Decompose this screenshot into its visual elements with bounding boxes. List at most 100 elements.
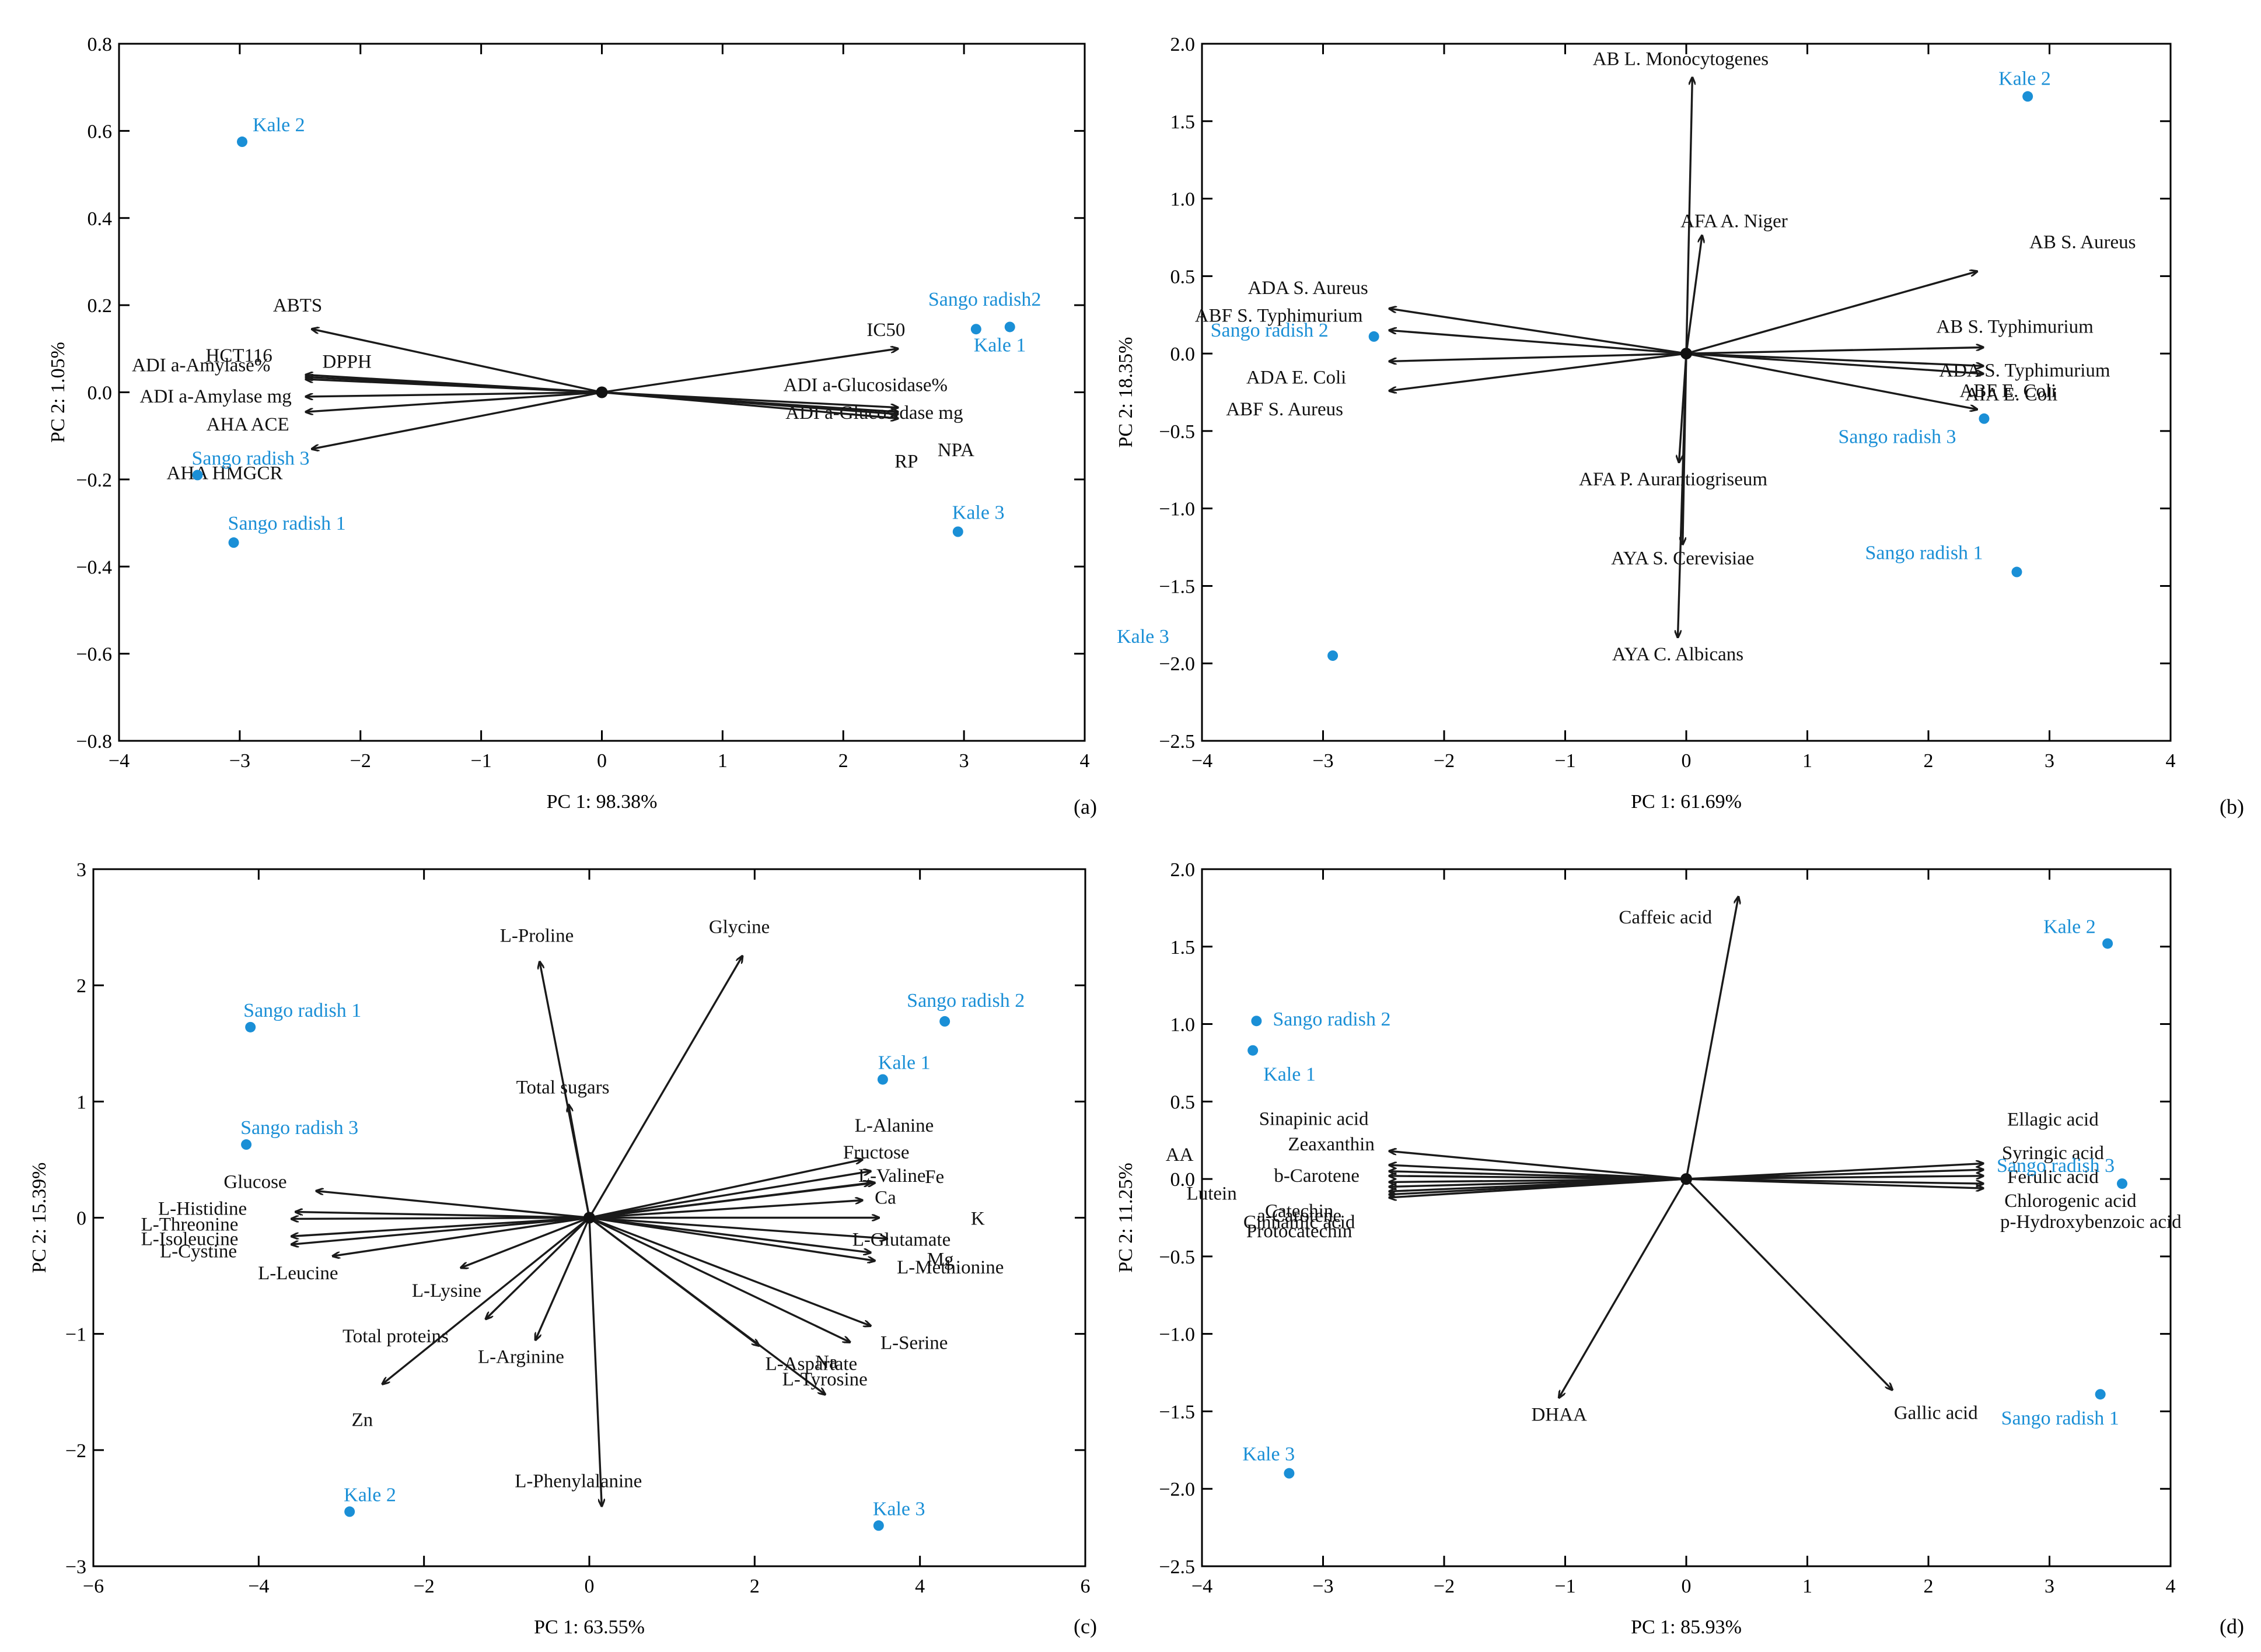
panel-b-x-tick-label: 3	[2045, 750, 2054, 772]
panel-c-y-tick-label: 3	[76, 859, 86, 881]
panel-a-score-point[interactable]	[228, 537, 239, 548]
panel-c-loading-label: L-Alanine	[855, 1115, 934, 1136]
panel-a-score-label: Sango radish2	[928, 289, 1042, 310]
panel-b-score-label: Kale 3	[1117, 626, 1169, 648]
panel-c-score-label: Sango radish 3	[240, 1117, 358, 1139]
panel-c-loading-arrow	[536, 1217, 590, 1340]
panel-d-score-point[interactable]	[1284, 1468, 1295, 1479]
panel-c-loading-label: Zn	[351, 1409, 373, 1430]
panel-a-x-tick-label: −1	[471, 750, 492, 772]
panel-d-loading-arrow	[1685, 1178, 1892, 1390]
panel-d-loading-arrow	[1390, 1151, 1687, 1180]
panel-d-panel-label: (d)	[2220, 1615, 2244, 1638]
panel-a-score-label: Kale 3	[952, 502, 1005, 524]
panel-c-loading-arrow	[589, 1171, 871, 1219]
panel-d-y-tick-label: 0.0	[1170, 1169, 1196, 1191]
panel-c-score-point[interactable]	[939, 1016, 950, 1027]
panel-d-loading-arrow	[1390, 1176, 1687, 1180]
panel-a-score-point[interactable]	[952, 526, 963, 537]
panel-c-panel-label: (c)	[1074, 1615, 1097, 1638]
panel-b-y-tick-label: −2.5	[1159, 731, 1195, 752]
panel-b-loading-label: ADA S. Aureus	[1247, 278, 1368, 299]
panel-d-loading-label: DHAA	[1531, 1405, 1586, 1426]
panel-c-y-tick-label: −1	[65, 1324, 86, 1346]
panel-c-origin-marker	[583, 1212, 595, 1224]
panel-b-loading-arrow	[1686, 352, 1977, 410]
panel-c-x-tick-label: 4	[915, 1576, 925, 1597]
panel-d-loading-arrow	[1390, 1178, 1687, 1198]
panel-a-score-point[interactable]	[237, 136, 248, 148]
panel-c-loading-label: L-Phenylalanine	[515, 1471, 642, 1492]
panel-d-x-tick-label: 4	[2166, 1576, 2176, 1597]
panel-d-score-point[interactable]	[2095, 1389, 2106, 1400]
panel-c-loading-arrow	[292, 1216, 590, 1237]
panel-d-x-tick-label: −1	[1554, 1576, 1575, 1597]
panel-a-loading-arrow	[602, 349, 898, 394]
panel-b-score-point[interactable]	[1979, 413, 1990, 424]
panel-c-loading-arrow	[461, 1216, 590, 1268]
panel-d-score-point[interactable]	[2117, 1178, 2127, 1189]
panel-c-score-point[interactable]	[877, 1074, 888, 1085]
panel-c-loading-label: L-Methionine	[897, 1257, 1004, 1278]
panel-c-score-point[interactable]	[873, 1520, 884, 1531]
panel-d-score-point[interactable]	[1251, 1016, 1262, 1027]
panel-b-loading-label: AYA S. Cerevisiae	[1611, 548, 1754, 569]
panel-c-loading-arrow	[589, 1216, 875, 1261]
panel-a-y-tick-label: 0.2	[88, 295, 113, 317]
panel-c-loading-arrow	[589, 1216, 887, 1239]
panel-d-score-point[interactable]	[1247, 1045, 1259, 1056]
panel-a-score-point[interactable]	[970, 324, 981, 335]
panel-a-loading-arrow	[312, 329, 602, 394]
panel-d-loading-label: Ferulic acid	[2007, 1167, 2099, 1188]
panel-c-score-point[interactable]	[245, 1021, 256, 1032]
panel-b-score-point[interactable]	[2011, 566, 2022, 578]
panel-b-loading-arrow	[1685, 78, 1692, 354]
panel-c-score-point[interactable]	[241, 1139, 252, 1150]
panel-c-loading-arrow	[589, 1216, 871, 1326]
panel-b-x-tick-label: 1	[1802, 750, 1812, 772]
panel-a-y-axis-label: PC 2: 1.05%	[47, 342, 69, 443]
panel-b-loading-arrow	[1678, 354, 1687, 637]
panel-c-loading-arrow	[383, 1217, 590, 1384]
panel-c-y-tick-label: 1	[76, 1091, 86, 1113]
panel-a-loading-arrow	[306, 379, 602, 394]
panel-b-y-tick-label: 1.0	[1170, 189, 1196, 211]
panel-b-y-axis-label: PC 2: 18.35%	[1115, 337, 1137, 448]
panel-b-y-tick-label: −1.0	[1159, 499, 1195, 520]
panel-c-score-point[interactable]	[344, 1506, 355, 1517]
panel-d-loading-label: Cinnamic acid	[1243, 1212, 1355, 1233]
panel-a-loading-label: AHA HMGCR	[167, 463, 283, 484]
panel-b-score-point[interactable]	[2022, 91, 2033, 102]
panel-b-loading-arrow	[1390, 352, 1687, 391]
panel-b-score-point[interactable]	[1327, 650, 1339, 661]
panel-a-loading-label: RP	[894, 451, 918, 472]
panel-d-loading-label: AA	[1166, 1144, 1194, 1166]
panel-a-y-tick-label: 0.4	[88, 208, 113, 230]
panel-b-y-tick-label: −0.5	[1159, 421, 1195, 443]
panel-a-score-point[interactable]	[1004, 321, 1015, 332]
panel-a-loading-label: ADI a-Amylase mg	[140, 386, 292, 407]
panel-b-loading-label: AYA C. Albicans	[1612, 644, 1743, 665]
panel-c-loading-label: L-Tyrosine	[782, 1369, 868, 1390]
panel-c-loading-label: L-Valine	[858, 1166, 925, 1186]
panel-b-loading-label: AFA A. Niger	[1680, 211, 1788, 232]
panel-a-y-tick-label: 0.6	[88, 121, 113, 142]
panel-d-score-point[interactable]	[2102, 938, 2113, 949]
panel-a-loading-arrow	[602, 391, 898, 414]
panel-b-score-label: Sango radish 3	[1838, 426, 1956, 448]
panel-b-score-point[interactable]	[1368, 331, 1379, 342]
panel-d-loading-arrow	[1390, 1165, 1687, 1180]
panel-a-x-tick-label: 3	[959, 750, 969, 772]
panel-a-score-point[interactable]	[192, 470, 203, 481]
panel-b-y-tick-label: 2.0	[1170, 34, 1196, 55]
panel-b-y-tick-label: 1.5	[1170, 111, 1196, 133]
panel-a-y-tick-label: 0.8	[88, 34, 113, 55]
panel-d-x-tick-label: −3	[1312, 1576, 1333, 1597]
panel-d-x-axis-label: PC 1: 85.93%	[1631, 1616, 1742, 1638]
panel-d-x-tick-label: 0	[1682, 1576, 1692, 1597]
panel-d-loading-label: Syringic acid	[2002, 1143, 2105, 1164]
panel-a-loading-label: AHA ACE	[207, 414, 289, 435]
panel-b-x-tick-label: 0	[1682, 750, 1692, 772]
panel-d-y-tick-label: 2.0	[1170, 859, 1196, 881]
